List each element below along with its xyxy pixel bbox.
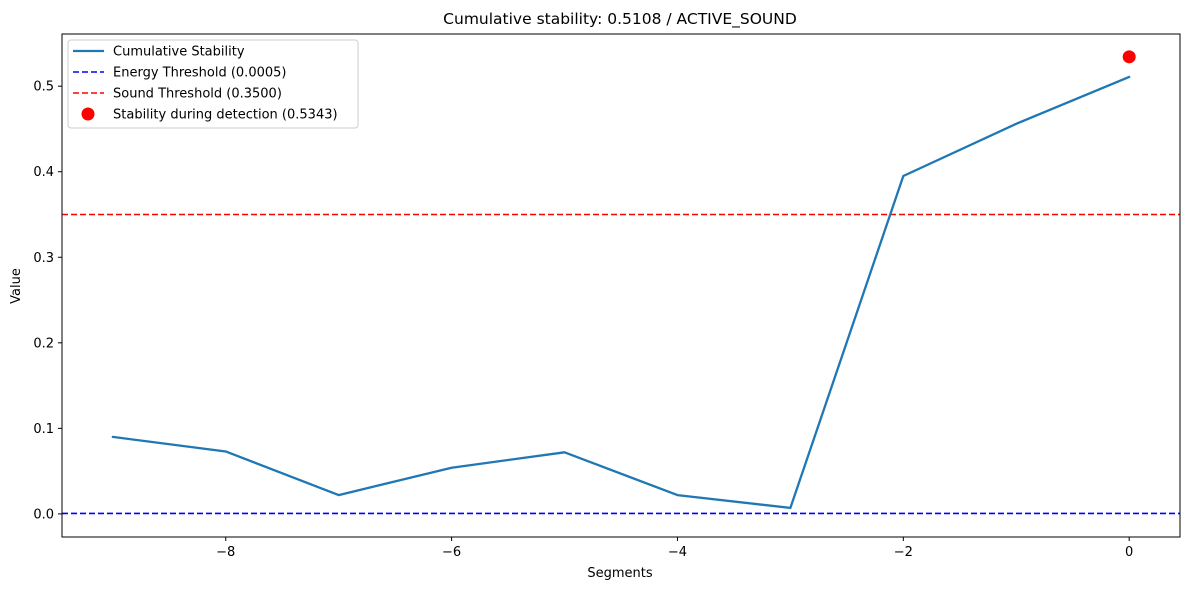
legend-swatch-marker <box>81 107 95 121</box>
axes: −8 −6 −4 −2 0 0.0 0.1 0.2 0.3 0.4 0.5 <box>33 33 1181 560</box>
x-tick-label: −6 <box>442 545 461 560</box>
y-tick-label: 0.4 <box>33 165 54 180</box>
x-tick-label: −8 <box>216 545 235 560</box>
legend-label: Energy Threshold (0.0005) <box>113 66 286 81</box>
legend-box <box>67 39 359 129</box>
detection-marker <box>1122 50 1136 64</box>
x-axis-label: Segments <box>587 566 653 581</box>
legend-label: Cumulative Stability <box>113 45 245 60</box>
y-tick-label: 0.2 <box>33 336 54 351</box>
chart-title: Cumulative stability: 0.5108 / ACTIVE_SO… <box>443 10 797 29</box>
legend-label: Sound Threshold (0.3500) <box>113 87 282 102</box>
legend: Cumulative Stability Energy Threshold (0.… <box>67 39 359 129</box>
plot-area <box>62 50 1180 515</box>
legend-label: Stability during detection (0.5343) <box>113 108 338 123</box>
x-tick-label: −2 <box>894 545 913 560</box>
plot-content <box>62 50 1180 515</box>
cumulative-stability-line <box>111 75 1131 510</box>
y-tick-label: 0.0 <box>33 507 54 522</box>
y-axis-label: Value <box>9 268 24 304</box>
x-tick-label: −4 <box>668 545 687 560</box>
x-tick-label: 0 <box>1125 545 1133 560</box>
y-tick-label: 0.5 <box>33 80 54 95</box>
y-tick-label: 0.3 <box>33 251 54 266</box>
y-tick-label: 0.1 <box>33 422 54 437</box>
axes-frame <box>61 33 1181 538</box>
